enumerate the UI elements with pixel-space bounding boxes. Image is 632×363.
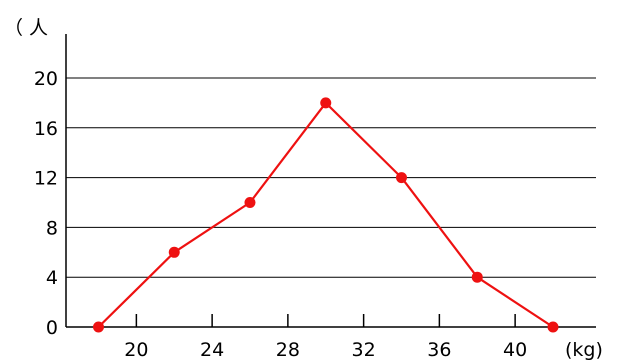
y-tick-label-0: 0 bbox=[46, 317, 58, 339]
y-tick-label-8: 8 bbox=[46, 217, 58, 239]
series-group bbox=[93, 97, 559, 333]
y-tick-label-12: 12 bbox=[34, 168, 58, 190]
x-tick-label-28: 28 bbox=[276, 339, 300, 361]
y-tick-label-16: 16 bbox=[34, 118, 58, 140]
data-point-42 bbox=[547, 321, 559, 333]
series-line-0 bbox=[97, 101, 554, 328]
y-axis-label: （ 人 bbox=[4, 17, 48, 39]
data-point-38 bbox=[471, 271, 483, 283]
grid-lines bbox=[66, 77, 596, 278]
data-point-34 bbox=[396, 172, 407, 184]
data-point-22 bbox=[168, 246, 180, 258]
x-axis-label: (kg) bbox=[565, 339, 603, 361]
y-tick-label-20: 20 bbox=[34, 68, 58, 90]
data-point-30 bbox=[320, 97, 332, 109]
data-point-26 bbox=[244, 197, 256, 208]
x-tick-label-24: 24 bbox=[200, 339, 224, 361]
x-tick-label-32: 32 bbox=[352, 339, 376, 361]
data-point-18 bbox=[93, 321, 104, 333]
x-ticks: 20 24 28 32 36 40 bbox=[124, 314, 527, 361]
x-tick-label-40: 40 bbox=[503, 339, 527, 361]
y-tick-label-4: 4 bbox=[46, 267, 58, 289]
y-tick-labels: 0 4 8 12 16 20 bbox=[34, 68, 58, 339]
x-tick-label-36: 36 bbox=[427, 339, 451, 361]
x-tick-label-20: 20 bbox=[124, 339, 148, 361]
